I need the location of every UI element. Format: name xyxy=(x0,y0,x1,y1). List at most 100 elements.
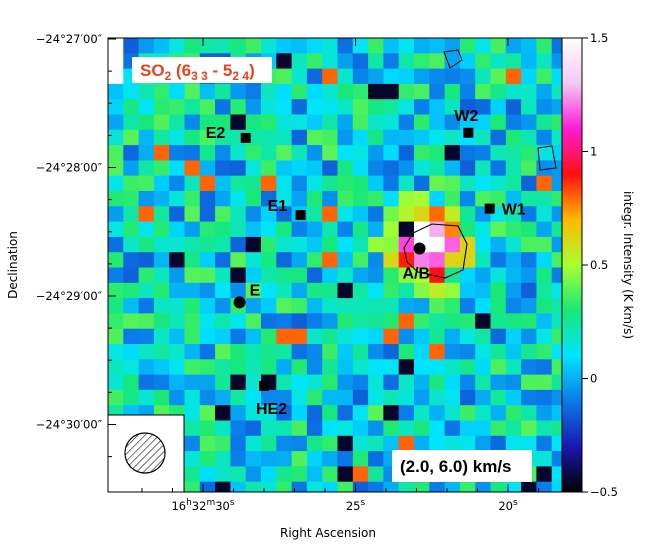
source-label: A/B xyxy=(403,265,431,282)
heatmap-pixel xyxy=(276,221,293,238)
heatmap-pixel xyxy=(368,114,384,131)
heatmap-pixel xyxy=(521,282,537,299)
heatmap-pixel xyxy=(230,389,247,406)
heatmap-pixel xyxy=(291,389,308,406)
heatmap-pixel xyxy=(521,298,537,314)
source-label: HE2 xyxy=(256,401,287,418)
heatmap-pixel xyxy=(261,191,277,207)
heatmap-pixel xyxy=(291,282,308,299)
heatmap-pixel xyxy=(291,451,308,467)
heatmap-pixel xyxy=(184,236,201,253)
colorbar-tick-label: 1 xyxy=(590,145,597,159)
heatmap-pixel xyxy=(490,298,507,314)
heatmap-pixel xyxy=(230,175,247,192)
heatmap-pixel xyxy=(184,466,201,483)
heatmap-pixel xyxy=(261,221,277,238)
heatmap-pixel xyxy=(429,83,446,100)
heatmap-pixel xyxy=(230,328,247,345)
heatmap-pixel xyxy=(459,221,476,238)
heatmap-pixel xyxy=(536,68,553,85)
source-label: E xyxy=(250,282,261,299)
x-tick-label: 20s xyxy=(498,498,518,513)
heatmap-pixel xyxy=(169,191,185,207)
heatmap-pixel xyxy=(215,83,231,100)
heatmap-pixel xyxy=(475,114,491,131)
heatmap-pixel xyxy=(306,405,323,421)
heatmap-pixel xyxy=(383,374,400,391)
heatmap-pixel xyxy=(215,374,231,391)
heatmap-pixel xyxy=(138,129,155,146)
colorbar-tick-label: 0.5 xyxy=(590,258,608,272)
heatmap-pixel xyxy=(383,145,400,161)
heatmap-pixel xyxy=(199,298,216,314)
heatmap-pixel xyxy=(414,221,430,238)
heatmap-pixel xyxy=(153,359,170,376)
heatmap-pixel xyxy=(337,145,354,161)
heatmap-pixel xyxy=(123,99,140,115)
heatmap-pixel xyxy=(429,175,446,192)
heatmap-pixel xyxy=(276,282,293,299)
heatmap-pixel xyxy=(505,359,522,376)
heatmap-pixel xyxy=(138,160,155,177)
heatmap-pixel xyxy=(398,68,415,85)
y-tick-label: −24°30′00″ xyxy=(36,418,103,432)
heatmap-pixel xyxy=(368,145,384,161)
heatmap-pixel xyxy=(536,206,553,223)
heatmap-pixel xyxy=(368,191,384,207)
heatmap-pixel xyxy=(368,389,384,406)
heatmap-pixel xyxy=(505,420,522,437)
heatmap-pixel xyxy=(368,466,384,483)
heatmap-pixel xyxy=(429,38,446,54)
heatmap-pixel xyxy=(429,328,446,345)
heatmap-pixel xyxy=(184,420,201,437)
heatmap-pixel xyxy=(245,328,262,345)
heatmap-pixel xyxy=(475,38,491,54)
heatmap-pixel xyxy=(521,420,537,437)
source-markers: E2 W2 E1 W1 A/B E HE2 xyxy=(206,108,526,418)
heatmap-pixel xyxy=(123,344,140,360)
heatmap-pixel xyxy=(245,435,262,452)
heatmap-pixel xyxy=(536,389,553,406)
heatmap-pixel xyxy=(429,160,446,177)
heatmap-pixel xyxy=(444,389,461,406)
heatmap-pixel xyxy=(245,145,262,161)
heatmap-pixel xyxy=(414,313,430,330)
heatmap-pixel xyxy=(245,389,262,406)
heatmap-pixel xyxy=(153,374,170,391)
heatmap-pixel xyxy=(184,129,201,146)
heatmap-pixel xyxy=(429,435,446,452)
heatmap-pixel xyxy=(291,359,308,376)
heatmap-pixel xyxy=(215,405,231,421)
heatmap-pixel xyxy=(521,344,537,360)
heatmap-pixel xyxy=(261,252,277,268)
heatmap-pixel xyxy=(383,206,400,223)
heatmap-pixel xyxy=(521,53,537,70)
heatmap-pixel xyxy=(184,114,201,131)
heatmap-pixel xyxy=(276,298,293,314)
heatmap-pixel xyxy=(337,221,354,238)
heatmap-pixel xyxy=(505,236,522,253)
heatmap-pixel xyxy=(475,160,491,177)
heatmap-pixel xyxy=(306,298,323,314)
heatmap-pixel xyxy=(429,389,446,406)
heatmap-pixel xyxy=(383,313,400,330)
heatmap-pixel xyxy=(337,129,354,146)
heatmap-pixel xyxy=(153,160,170,177)
heatmap-pixel xyxy=(291,191,308,207)
heatmap-pixel xyxy=(536,328,553,345)
heatmap-pixel xyxy=(414,129,430,146)
heatmap-pixel xyxy=(505,83,522,100)
heatmap-pixel xyxy=(490,481,507,492)
heatmap-pixel xyxy=(153,236,170,253)
heatmap-pixel xyxy=(444,221,461,238)
heatmap-pixel xyxy=(199,145,216,161)
heatmap-pixel xyxy=(322,175,338,192)
contour-line xyxy=(537,145,557,171)
heatmap-pixel xyxy=(490,160,507,177)
heatmap-pixel xyxy=(230,267,247,284)
heatmap-pixel xyxy=(306,206,323,223)
heatmap-pixel xyxy=(398,129,415,146)
heatmap-pixel xyxy=(276,236,293,253)
heatmap-pixel xyxy=(276,481,293,492)
heatmap-pixel xyxy=(414,175,430,192)
